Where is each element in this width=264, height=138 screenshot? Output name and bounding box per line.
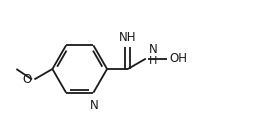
Text: N: N <box>90 99 99 112</box>
Text: O: O <box>22 73 31 86</box>
Text: NH: NH <box>119 31 136 44</box>
Text: OH: OH <box>169 52 187 65</box>
Text: H: H <box>149 55 157 66</box>
Text: N: N <box>149 43 158 56</box>
